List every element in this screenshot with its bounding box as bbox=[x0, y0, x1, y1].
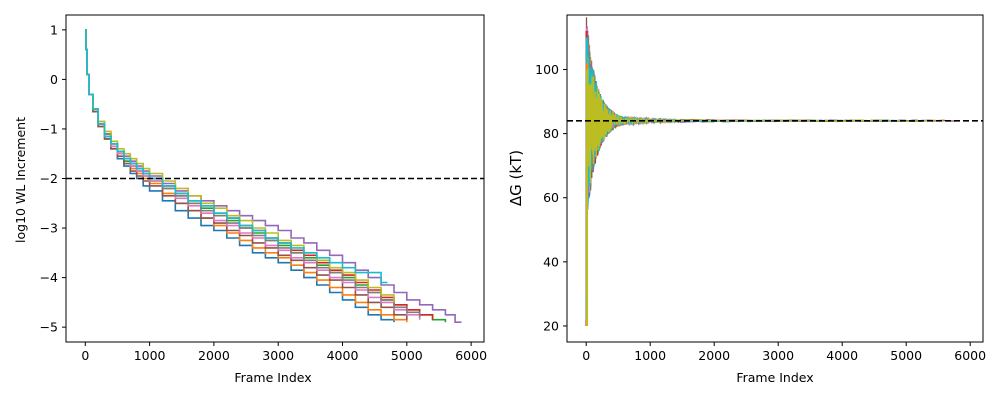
right-x-tick-label: 0 bbox=[582, 348, 590, 363]
right-x-tick-label: 3000 bbox=[762, 348, 794, 363]
left-x-tick-label: 1000 bbox=[134, 348, 166, 363]
left-x-tick-label: 5000 bbox=[391, 348, 423, 363]
right-y-tick-label: 60 bbox=[543, 190, 559, 205]
left-x-axis-label: Frame Index bbox=[234, 370, 311, 385]
left-y-tick-label: −4 bbox=[40, 270, 58, 285]
right-y-tick-label: 40 bbox=[543, 254, 559, 269]
left-x-tick-label: 6000 bbox=[455, 348, 487, 363]
right-x-tick-label: 6000 bbox=[954, 348, 986, 363]
left-y-tick-label: 0 bbox=[50, 72, 58, 87]
left-y-tick-label: −2 bbox=[40, 171, 58, 186]
right-x-tick-label: 1000 bbox=[634, 348, 666, 363]
right-y-axis: 100 80 60 40 20 bbox=[535, 62, 567, 333]
right-x-tick-label: 2000 bbox=[698, 348, 730, 363]
right-chart: 0 1000 2000 3000 4000 5000 6000 100 80 60 40 20 Fr… bbox=[507, 14, 986, 385]
right-y-axis-label: ΔG (kT) bbox=[507, 150, 525, 206]
right-x-tick-label: 5000 bbox=[890, 348, 922, 363]
left-y-tick-label: −3 bbox=[40, 221, 58, 236]
right-y-tick-label: 100 bbox=[535, 62, 559, 77]
left-x-axis: 0 1000 2000 3000 4000 5000 6000 bbox=[81, 342, 487, 363]
left-y-axis: 1 0 −1 −2 −3 −4 −5 bbox=[40, 22, 66, 335]
left-series-line-10 bbox=[85, 29, 388, 284]
right-y-tick-label: 80 bbox=[543, 126, 559, 141]
right-y-tick-label: 20 bbox=[543, 318, 559, 333]
left-x-tick-label: 2000 bbox=[198, 348, 230, 363]
right-series-group bbox=[585, 17, 959, 326]
left-y-axis-label: log10 WL Increment bbox=[13, 117, 28, 243]
left-x-tick-label: 4000 bbox=[327, 348, 359, 363]
left-x-tick-label: 3000 bbox=[262, 348, 294, 363]
left-x-tick-label: 0 bbox=[81, 348, 89, 363]
right-x-tick-label: 4000 bbox=[826, 348, 858, 363]
left-y-tick-label: −1 bbox=[40, 121, 58, 136]
left-y-tick-label: −5 bbox=[40, 320, 58, 335]
left-chart: 0 1000 2000 3000 4000 5000 6000 1 0 −1 −2 −3 −4 −5 F… bbox=[13, 14, 487, 385]
right-x-axis-label: Frame Index bbox=[736, 370, 813, 385]
left-series-group bbox=[85, 29, 462, 323]
right-plot-frame bbox=[566, 14, 984, 343]
right-x-axis: 0 1000 2000 3000 4000 5000 6000 bbox=[582, 342, 986, 363]
left-y-tick-label: 1 bbox=[50, 22, 58, 37]
